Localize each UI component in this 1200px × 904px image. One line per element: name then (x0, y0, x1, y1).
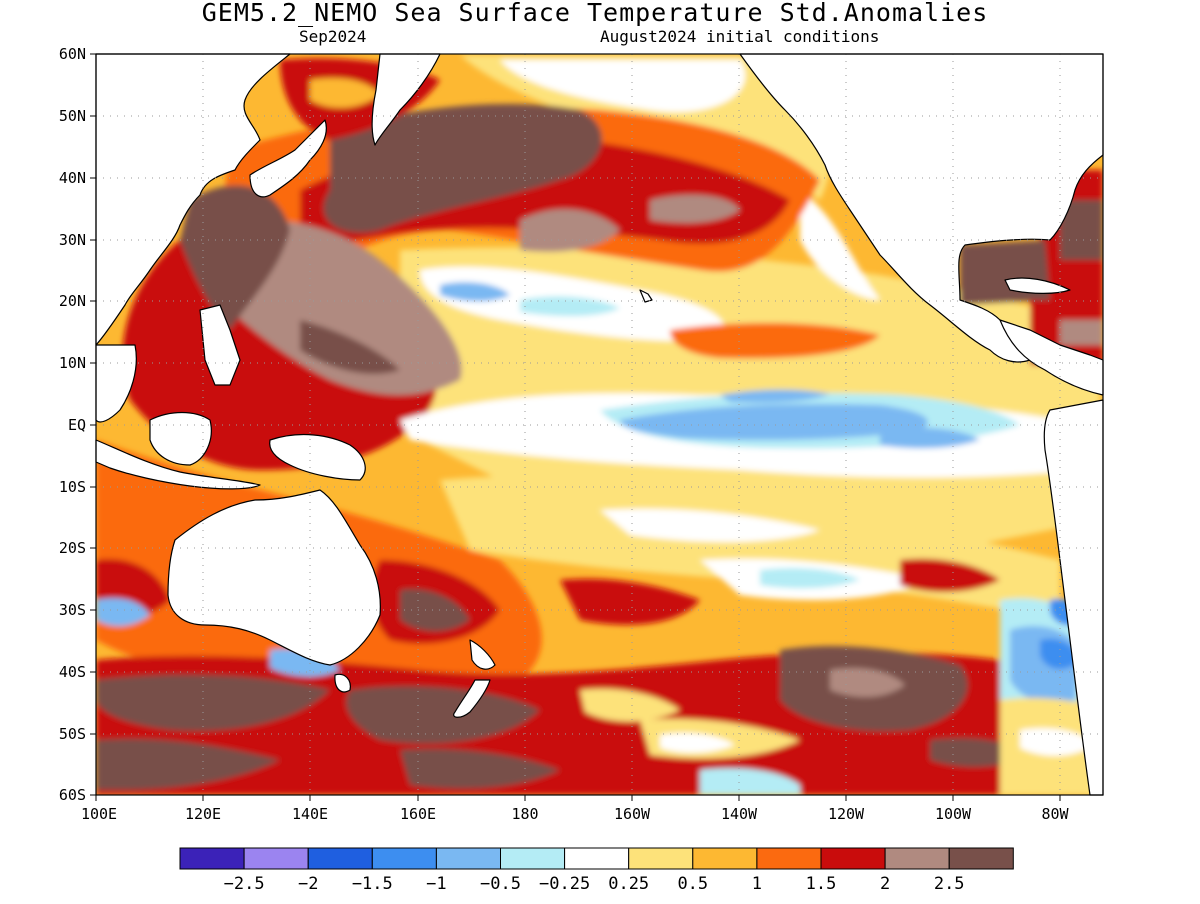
colorbar-label: −1.5 (352, 874, 393, 894)
colorbar-swatch (371, 847, 437, 870)
north-america (739, 53, 1104, 363)
colorbar-label: −2.5 (224, 874, 265, 894)
lat-label: 30S (59, 601, 86, 619)
colorbar-swatch (948, 847, 1014, 870)
lat-label: 40N (59, 169, 86, 187)
lat-label: 10N (59, 354, 86, 372)
lon-labels: 100E 120E 140E 160E 180 160W 140W 120W 1… (81, 805, 1070, 823)
korea-japan (249, 119, 327, 198)
lat-label: 30N (59, 231, 86, 249)
lat-label: 50S (59, 725, 86, 743)
colorbar-label: −2 (298, 874, 318, 894)
kamchatka (371, 53, 441, 146)
new-guinea (269, 433, 366, 481)
lon-label: 100E (81, 805, 117, 823)
colorbar-swatch (564, 847, 630, 870)
colorbar-swatch (307, 847, 373, 870)
lat-label: 40S (59, 663, 86, 681)
colorbar-swatch (179, 847, 245, 870)
lat-label: 10S (59, 478, 86, 496)
new-zealand-south (453, 679, 491, 718)
lon-label: 80W (1041, 805, 1069, 823)
lon-label: 160E (400, 805, 436, 823)
colorbar-swatch (243, 847, 309, 870)
australia (167, 489, 381, 666)
forecast-month: Sep2024 (299, 27, 367, 46)
indochina (95, 344, 137, 423)
philippines (199, 304, 241, 386)
cuba (1004, 277, 1071, 294)
hawaii (639, 289, 653, 303)
colorbar-swatch (500, 847, 566, 870)
south-america (1043, 399, 1104, 796)
colorbar-swatch (756, 847, 822, 870)
colorbar-label: 0.5 (677, 874, 708, 894)
lon-label: 160W (614, 805, 651, 823)
asia-coast (95, 53, 291, 346)
lon-label: 120E (185, 805, 221, 823)
lat-label: 60N (59, 45, 86, 63)
colorbar-swatch (884, 847, 950, 870)
colorbar-label: −0.25 (539, 874, 590, 894)
colorbar-label: 1.5 (806, 874, 837, 894)
colorbar-swatch (435, 847, 501, 870)
lat-label: 50N (59, 107, 86, 125)
lon-label: 140W (721, 805, 758, 823)
colorbar-label: 1 (752, 874, 762, 894)
lon-label: 180 (511, 805, 538, 823)
lon-label: 100W (935, 805, 972, 823)
lat-label: EQ (68, 416, 86, 434)
tasmania (334, 673, 351, 693)
colorbar-swatch (628, 847, 694, 870)
new-zealand-north (469, 639, 496, 670)
colorbar-labels: −2.5 −2 −1.5 −1 −0.5 −0.25 0.25 0.5 1 1.5 2 2.5 (224, 874, 965, 894)
lat-labels: 60N 50N 40N 30N 20N 10N EQ 10S 20S 30S 4… (59, 45, 86, 804)
lat-label: 60S (59, 786, 86, 804)
land-masses (95, 53, 1104, 796)
colorbar-label: −0.5 (480, 874, 521, 894)
colorbar (179, 847, 1014, 870)
map-title: GEM5.2_NEMO Sea Surface Temperature Std.… (201, 0, 989, 27)
initial-conditions: August2024 initial conditions (600, 27, 880, 46)
colorbar-label: −1 (426, 874, 446, 894)
colorbar-label: 2 (880, 874, 890, 894)
colorbar-label: 0.25 (608, 874, 649, 894)
lat-label: 20S (59, 539, 86, 557)
lon-label: 140E (292, 805, 328, 823)
sumatra-java (95, 439, 261, 490)
lon-label: 120W (828, 805, 865, 823)
lat-label: 20N (59, 292, 86, 310)
tick-marks (90, 53, 1061, 801)
borneo (149, 411, 212, 466)
colorbar-swatch (692, 847, 758, 870)
colorbar-swatch (820, 847, 886, 870)
colorbar-label: 2.5 (934, 874, 965, 894)
